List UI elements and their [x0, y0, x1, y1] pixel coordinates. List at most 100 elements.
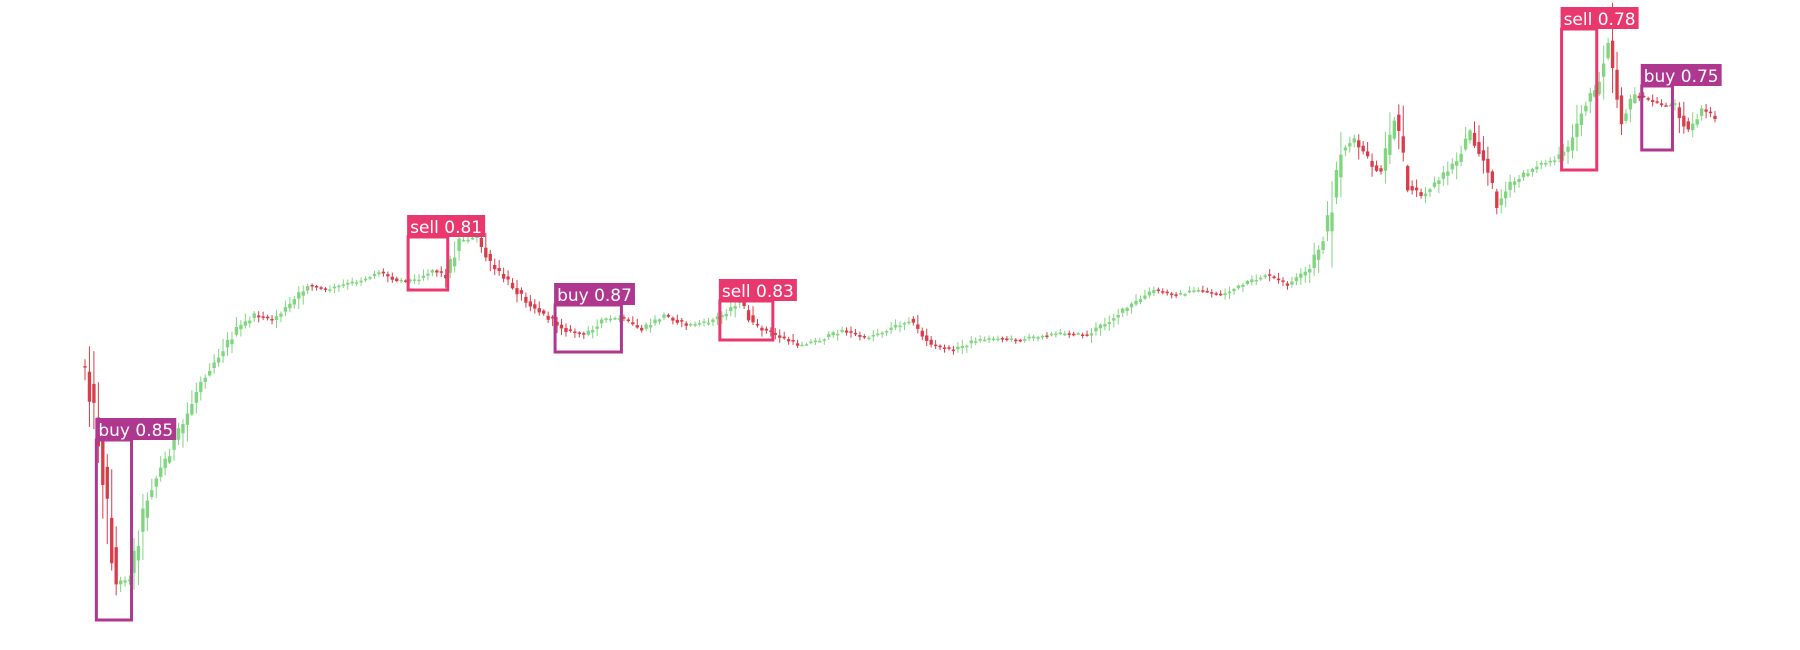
candle: [225, 332, 230, 357]
candle: [1259, 275, 1263, 281]
candle: [933, 340, 938, 350]
candle: [675, 314, 679, 325]
candle-body-up: [216, 357, 221, 363]
candle: [1677, 102, 1682, 134]
candle-body-up: [822, 339, 826, 341]
candle: [1014, 337, 1018, 344]
candle-body-up: [332, 286, 337, 289]
candle-body-up: [279, 313, 283, 317]
candle-body-up: [421, 275, 426, 278]
candle-body-up: [185, 413, 190, 425]
candle: [920, 327, 924, 341]
candle-body-up: [1597, 81, 1601, 95]
candle-body-up: [591, 329, 595, 333]
candle-body-down: [1708, 111, 1713, 114]
candle-body-up: [297, 292, 301, 299]
candle-body-down: [746, 310, 751, 321]
candle-body-up: [377, 272, 381, 275]
candle: [1699, 105, 1704, 121]
candle: [1147, 287, 1152, 299]
candle-body-down: [1704, 109, 1708, 112]
candle: [1379, 165, 1383, 175]
candle: [1673, 99, 1677, 111]
candle: [118, 576, 123, 593]
candle-body-up: [706, 322, 711, 325]
candle-body-down: [546, 315, 550, 320]
candle-body-down: [381, 271, 386, 274]
candle: [1691, 112, 1695, 138]
candle: [689, 322, 693, 327]
candle: [279, 311, 283, 323]
candle-body-up: [840, 329, 844, 332]
candle: [301, 285, 305, 305]
candle-body-up: [199, 381, 203, 393]
candle: [408, 278, 412, 284]
candle: [1628, 94, 1633, 123]
buy-detection[interactable]: buy 0.87: [553, 283, 635, 354]
candle: [1125, 306, 1129, 316]
candle-body-down: [559, 324, 564, 329]
buy-detection[interactable]: buy 0.75: [1640, 64, 1722, 152]
buy-detection-label: buy 0.85: [98, 421, 173, 441]
candle-body-up: [141, 508, 145, 532]
candle: [1103, 317, 1107, 331]
candle: [479, 236, 484, 253]
candle-body-down: [1072, 333, 1076, 336]
candle: [1642, 92, 1646, 98]
candle: [221, 338, 225, 363]
candle-body-up: [978, 339, 982, 341]
candle-body-up: [831, 332, 835, 336]
candle: [265, 314, 270, 321]
buy-detection-label-bg: [1640, 64, 1722, 86]
candle: [617, 315, 622, 323]
candle: [1388, 112, 1392, 164]
candle-body-up: [408, 279, 412, 282]
candle-body-up: [827, 334, 831, 338]
candle-body-down: [1495, 191, 1499, 208]
candle: [1272, 275, 1276, 280]
candle-body-up: [248, 320, 252, 324]
candle-body-down: [773, 332, 777, 335]
candle-body-down: [110, 517, 114, 564]
candle-body-down: [1619, 95, 1624, 125]
buy-detection-label-bg: [554, 283, 635, 305]
candle: [1089, 328, 1094, 343]
sell-detection[interactable]: sell 0.81: [406, 215, 486, 292]
candle: [844, 327, 849, 336]
candle-body-up: [1138, 299, 1143, 303]
buy-detection[interactable]: buy 0.85: [94, 418, 177, 622]
candle: [657, 318, 662, 325]
candle: [261, 311, 265, 321]
candle-body-up: [368, 277, 372, 279]
candle-body-up: [1530, 168, 1535, 172]
candle-body-up: [1517, 179, 1521, 183]
candle-body-up: [1512, 181, 1517, 185]
candle: [965, 344, 969, 353]
candle-body-up: [470, 237, 475, 240]
candle: [582, 331, 586, 339]
candle-body-down: [1472, 132, 1477, 146]
candle-body-up: [1299, 273, 1303, 278]
candle-body-down: [537, 308, 541, 313]
candle: [110, 469, 114, 571]
candle: [929, 336, 933, 348]
candle: [991, 336, 996, 342]
candle-body-down: [519, 290, 524, 294]
candle: [208, 363, 212, 377]
candle-body-up: [341, 284, 345, 287]
sell-detection[interactable]: sell 0.78: [1560, 7, 1639, 172]
candle-body-down: [105, 466, 109, 499]
candle-body-up: [1094, 327, 1098, 332]
candle: [715, 312, 720, 325]
candle-body-down: [1477, 141, 1481, 154]
sell-detection[interactable]: sell 0.83: [718, 279, 797, 342]
candle: [755, 319, 760, 328]
candle-body-up: [1463, 138, 1468, 150]
candle-body-up: [1557, 154, 1561, 159]
candle: [1080, 332, 1085, 339]
candle-body-up: [328, 289, 332, 291]
candle-body-down: [323, 288, 328, 290]
candle: [1161, 288, 1165, 295]
candle: [769, 327, 773, 337]
candle-body-up: [1459, 153, 1463, 162]
